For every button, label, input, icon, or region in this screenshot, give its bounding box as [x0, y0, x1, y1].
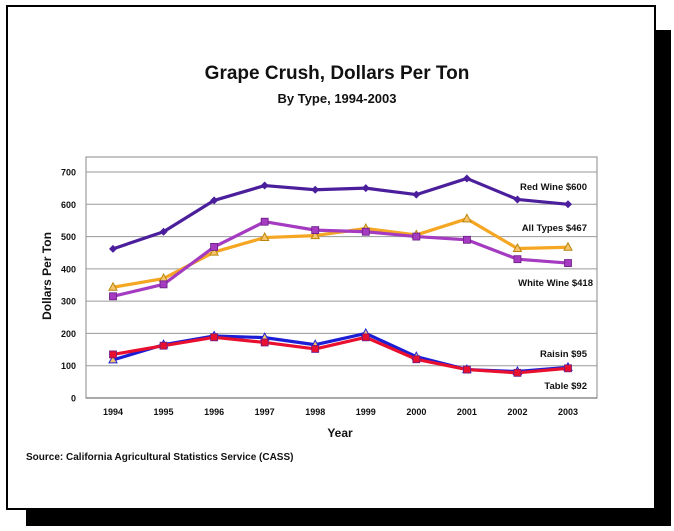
data-point [159, 227, 168, 236]
data-point [361, 333, 370, 342]
data-point [259, 231, 270, 242]
data-point [412, 232, 421, 241]
data-point [361, 227, 370, 236]
data-point [462, 213, 472, 223]
y-tick-label: 200 [61, 329, 76, 339]
data-point [260, 217, 269, 226]
series-line-white-wine [112, 220, 569, 298]
data-point [412, 190, 421, 199]
data-point [462, 174, 471, 183]
y-tick-label: 600 [61, 200, 76, 210]
series-line-table [112, 335, 569, 375]
y-tick-label: 0 [71, 394, 76, 404]
data-point [310, 230, 321, 240]
x-tick-label: 1996 [204, 407, 224, 417]
data-point [412, 355, 421, 364]
data-point [512, 242, 523, 253]
data-point [108, 354, 118, 364]
y-tick-label: 500 [61, 232, 76, 242]
data-point [210, 333, 219, 342]
series-end-label: Red Wine $600 [520, 182, 587, 193]
data-point [361, 184, 370, 193]
data-point [210, 196, 219, 205]
y-tick-label: 700 [61, 168, 76, 178]
y-tick-label: 300 [61, 297, 76, 307]
data-point [564, 259, 572, 267]
data-point [311, 345, 320, 353]
data-point [109, 244, 117, 253]
x-tick-label: 2003 [558, 407, 578, 417]
x-tick-label: 2000 [406, 407, 426, 417]
x-tick-label: 1997 [255, 407, 275, 417]
x-tick-label: 1999 [356, 407, 376, 417]
x-tick-label: 1994 [103, 407, 123, 417]
series-end-label: Table $92 [544, 381, 587, 392]
data-point [260, 338, 269, 347]
data-point [513, 195, 522, 204]
data-point [513, 368, 522, 377]
data-point [462, 365, 471, 374]
x-tick-label: 1995 [154, 407, 174, 417]
x-axis-label: Year [327, 426, 353, 440]
y-tick-label: 100 [61, 361, 76, 371]
data-point [563, 241, 573, 251]
data-point [109, 350, 117, 359]
data-point [564, 364, 572, 373]
data-point [564, 200, 572, 209]
data-point [311, 185, 320, 194]
y-tick-label: 400 [61, 264, 76, 274]
data-point [311, 226, 320, 235]
chart-title: Grape Crush, Dollars Per Ton [204, 63, 470, 84]
data-point [159, 341, 168, 350]
data-point [513, 255, 522, 264]
chart-subtitle: By Type, 1994-2003 [277, 91, 397, 106]
x-tick-label: 1998 [305, 407, 325, 417]
data-point [462, 235, 471, 244]
x-tick-label: 2002 [507, 407, 527, 417]
series-end-label: All Types $467 [522, 223, 587, 234]
data-point [260, 181, 269, 190]
series-end-label: White Wine $418 [518, 278, 593, 289]
x-tick-label: 2001 [457, 407, 477, 417]
series-end-label: Raisin $95 [540, 349, 588, 360]
source-note: Source: California Agricultural Statisti… [26, 452, 294, 463]
data-point [159, 280, 168, 289]
series-line-red-wine [112, 176, 569, 251]
y-axis-label: Dollars Per Ton [40, 232, 54, 320]
data-point [108, 281, 118, 291]
data-point [109, 292, 117, 301]
data-point [209, 246, 219, 256]
data-point [210, 243, 219, 251]
